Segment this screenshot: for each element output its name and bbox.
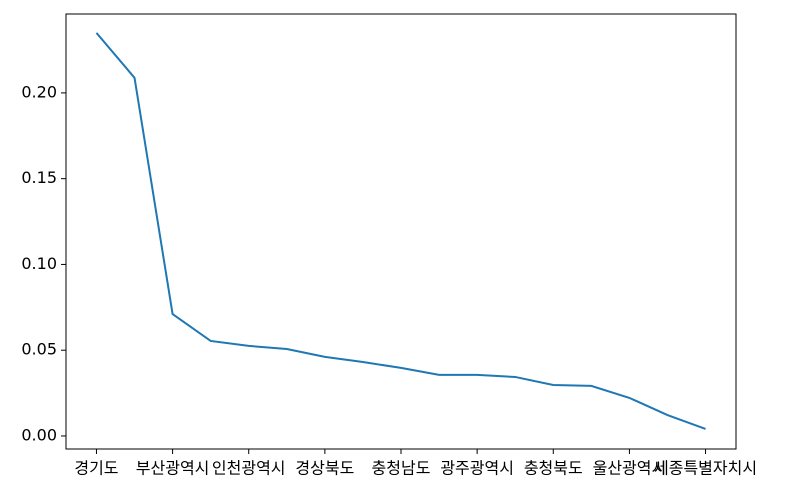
y-tick-label: 0.20 bbox=[21, 82, 57, 101]
x-tick-label: 충청남도 bbox=[372, 459, 431, 478]
x-tick-label: 세종특별자치시 bbox=[654, 459, 757, 478]
x-tick-label: 충청북도 bbox=[524, 459, 583, 478]
y-tick-label: 0.00 bbox=[21, 425, 57, 444]
line-series bbox=[95, 32, 706, 430]
y-tick-label: 0.10 bbox=[21, 254, 57, 273]
x-tick-label: 울산광역시 bbox=[593, 459, 667, 478]
x-tick-label: 광주광역시 bbox=[440, 459, 514, 478]
x-tick-label: 경기도 bbox=[74, 459, 118, 478]
x-tick-label: 부산광역시 bbox=[136, 459, 210, 478]
x-tick-label: 경상북도 bbox=[295, 459, 354, 478]
y-tick-label: 0.05 bbox=[21, 340, 57, 359]
axes-frame bbox=[65, 13, 737, 450]
x-tick-label: 인천광역시 bbox=[212, 459, 286, 478]
y-tick-label: 0.15 bbox=[21, 168, 57, 187]
